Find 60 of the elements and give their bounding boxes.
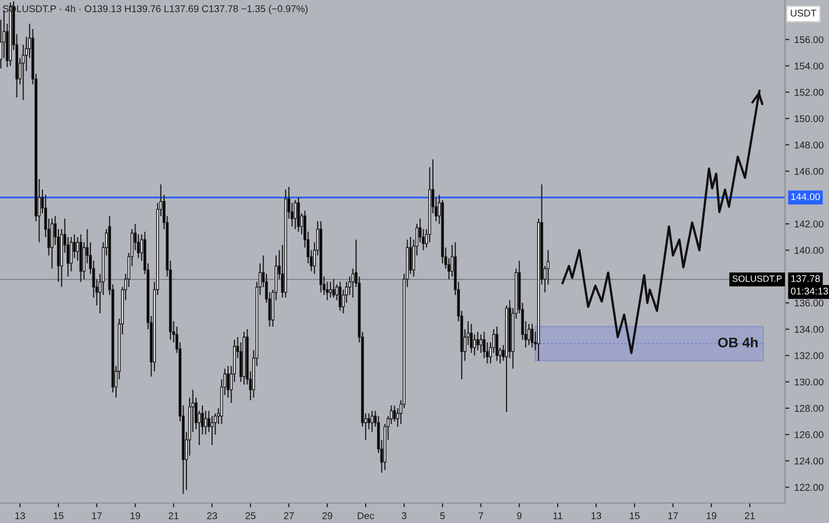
x-tick-label: 19 [706, 512, 716, 520]
candlestick [329, 281, 332, 298]
y-tick-label: 124.00 [794, 458, 824, 464]
y-tick-label: 126.00 [794, 431, 824, 438]
y-tick-label: 128.00 [794, 404, 824, 412]
candlestick [50, 218, 54, 270]
x-tick-label: 25 [246, 512, 256, 520]
x-tick-label: 13 [591, 512, 602, 520]
candlestick [470, 323, 473, 354]
y-tick-label: 142.00 [794, 220, 824, 228]
x-tick-label: 17 [92, 512, 102, 520]
y-tick-label: 152.00 [794, 88, 824, 96]
candlestick [480, 334, 482, 354]
x-tick-label: 29 [322, 512, 332, 520]
candlestick [204, 410, 208, 436]
x-tick-label: 21 [168, 512, 179, 520]
candlestick [332, 278, 336, 298]
y-tick-label: 130.00 [794, 378, 824, 386]
x-tick-label: 21 [744, 512, 755, 520]
y-tick-label: 156.00 [794, 36, 824, 44]
candlestick [297, 196, 300, 232]
y-tick-label: 148.00 [794, 142, 824, 148]
x-tick-label: 11 [553, 512, 562, 520]
candlestick [351, 268, 354, 298]
y-tick-label: 132.00 [794, 352, 824, 360]
y-tick-label: 140.00 [794, 246, 824, 254]
ref-line-label: 144.00 [791, 193, 820, 200]
x-tick-label: Dec [358, 512, 374, 520]
x-tick-label: 19 [130, 512, 140, 520]
y-tick-label: 136.00 [794, 300, 824, 306]
candlestick [367, 412, 370, 430]
x-tick-label: 7 [478, 512, 484, 520]
ref-line-label: 137.78 [791, 275, 820, 282]
x-tick-label: 23 [207, 512, 218, 520]
y-tick-label: 146.00 [794, 168, 824, 175]
annotation: SOLUSDT.P [732, 275, 782, 282]
x-tick-label: 15 [54, 512, 64, 520]
candlestick [210, 416, 214, 446]
x-tick-label: 13 [15, 512, 25, 520]
candlestick [528, 323, 530, 346]
x-tick-label: 3 [402, 512, 406, 520]
x-tick-label: 27 [284, 512, 294, 520]
x-tick-label: 9 [517, 512, 522, 520]
y-tick-label: 122.00 [794, 484, 824, 491]
candlestick [496, 326, 498, 362]
x-tick-label: 15 [630, 512, 640, 520]
text: 01:34:13 [790, 288, 828, 295]
x-tick-label: 17 [668, 512, 678, 520]
x-tick-label: 5 [440, 512, 445, 520]
y-tick-label: 150.00 [794, 115, 824, 122]
y-tick-label: 134.00 [794, 326, 824, 333]
candlestick [473, 334, 476, 356]
y-axis-title: USDT [790, 10, 816, 17]
candlestick [530, 323, 534, 348]
candlestick [338, 281, 342, 312]
y-tick-label: 154.00 [794, 62, 824, 70]
candlestick [226, 366, 230, 398]
band-label: OB 4h [718, 337, 758, 348]
candlestick [476, 331, 480, 351]
candlestick [370, 410, 374, 432]
